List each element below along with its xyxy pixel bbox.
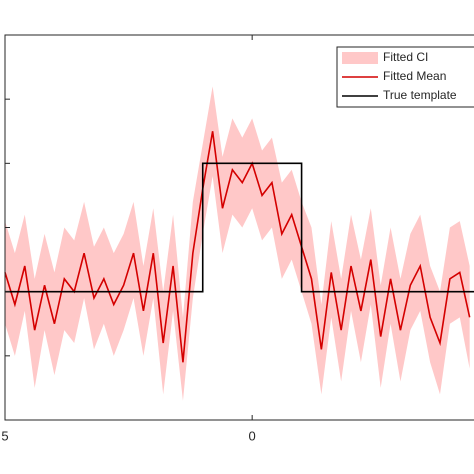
legend-label: Fitted Mean: [383, 69, 446, 83]
legend-label: True template: [383, 88, 457, 102]
ci-band: [5, 86, 470, 401]
legend-swatch: [342, 52, 378, 64]
series-line: [4, 131, 471, 363]
x-tick-label: 5: [1, 428, 8, 443]
legend-label: Fitted CI: [383, 50, 428, 64]
series-line: [5, 162, 474, 293]
x-tick-label: 0: [249, 428, 256, 443]
